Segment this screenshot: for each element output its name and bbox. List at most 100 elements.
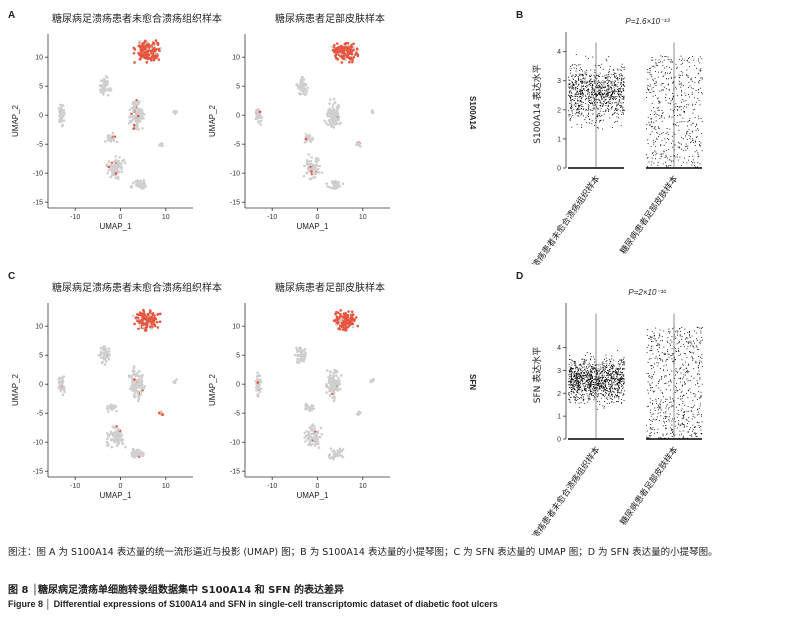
violin-point: [684, 424, 686, 426]
violin-point: [654, 66, 656, 68]
violin-point: [589, 374, 591, 376]
violin-point: [600, 95, 602, 97]
violin-point: [600, 393, 602, 395]
violin-point: [613, 378, 615, 380]
violin-point: [600, 366, 602, 368]
umap-cell: [309, 138, 312, 142]
umap-cell: [137, 327, 140, 331]
umap-cell: [303, 431, 307, 435]
violin-point: [663, 59, 665, 61]
violin-point: [577, 78, 579, 80]
violin-point: [652, 402, 653, 404]
violin-point: [599, 65, 601, 67]
violin-point: [575, 394, 577, 396]
violin-point: [664, 55, 666, 57]
violin-point: [670, 61, 671, 63]
violin-point: [618, 361, 620, 363]
violin-point: [681, 335, 683, 337]
umap-cell: [304, 83, 308, 86]
violin-point: [589, 389, 591, 391]
violin-point: [588, 387, 590, 389]
umap-cell: [119, 436, 122, 440]
violin-point: [598, 80, 600, 82]
violin-point: [594, 93, 595, 95]
violin-point: [591, 377, 593, 379]
violin-point: [649, 84, 651, 86]
violin-point: [686, 74, 687, 76]
violin-point: [579, 367, 581, 369]
violin-point: [697, 97, 699, 99]
violin-point: [570, 376, 572, 378]
violin-point: [660, 156, 662, 158]
violin-point: [574, 361, 576, 363]
violin-point: [668, 138, 670, 140]
umap-cell: [148, 49, 152, 53]
violin-point: [658, 102, 660, 104]
violin-point: [651, 88, 653, 90]
umap-cell: [333, 50, 336, 54]
violin-point: [602, 387, 604, 389]
violin-point: [590, 97, 592, 99]
violin-point: [596, 387, 597, 389]
violin-point: [674, 133, 676, 135]
violin-point: [649, 124, 651, 126]
violin-point: [601, 94, 603, 95]
violin-point: [593, 395, 595, 396]
violin-point: [665, 382, 667, 384]
violin-point: [648, 375, 650, 377]
violin-point: [687, 86, 689, 88]
umap-cell: [99, 354, 102, 357]
violin-point: [674, 106, 676, 108]
violin-point: [590, 370, 592, 372]
umap-cell: [303, 93, 307, 97]
violin-point: [586, 86, 588, 88]
violin-point: [697, 152, 699, 154]
umap-cell: [143, 40, 147, 44]
violin-point: [672, 146, 674, 148]
umap-cell: [100, 351, 104, 355]
violin-point: [698, 73, 700, 75]
violin-point: [596, 377, 598, 379]
violin-point: [586, 82, 588, 84]
violin-point: [593, 92, 595, 94]
violin-point: [597, 373, 598, 375]
violin-point: [674, 392, 676, 394]
umap-cell: [156, 326, 160, 329]
violin-point: [661, 121, 663, 123]
violin-point: [589, 386, 591, 388]
umap-cell: [132, 366, 136, 370]
violin-point: [618, 386, 620, 388]
violin-point: [585, 108, 587, 110]
violin-point: [599, 93, 601, 95]
violin-point: [611, 94, 613, 96]
umap-cell: [316, 432, 319, 435]
violin-point: [653, 127, 655, 129]
violin-point: [583, 101, 585, 103]
umap-cell: [320, 433, 324, 436]
umap-cell: [313, 175, 317, 179]
violin-point: [687, 423, 688, 425]
violin-point: [606, 92, 608, 94]
umap-cell: [325, 121, 328, 125]
violin-point: [596, 370, 598, 372]
violin-point: [653, 142, 655, 144]
violin-point: [696, 326, 698, 328]
violin-point: [609, 98, 610, 100]
y-tick-label: 1: [557, 136, 561, 143]
violin-point: [571, 387, 573, 388]
violin-point: [610, 95, 612, 97]
violin-point: [602, 405, 604, 407]
violin-point: [651, 157, 653, 159]
violin-point: [619, 383, 621, 385]
violin-point: [685, 149, 687, 151]
violin-point: [612, 378, 614, 379]
violin-point: [578, 104, 580, 106]
violin-point: [681, 90, 682, 91]
violin-point: [691, 80, 693, 82]
violin-point: [653, 65, 654, 67]
violin-point: [597, 108, 599, 110]
umap-cell: [141, 127, 144, 130]
violin-point: [605, 383, 606, 385]
umap-cell: [303, 164, 306, 167]
violin-point: [673, 155, 675, 157]
